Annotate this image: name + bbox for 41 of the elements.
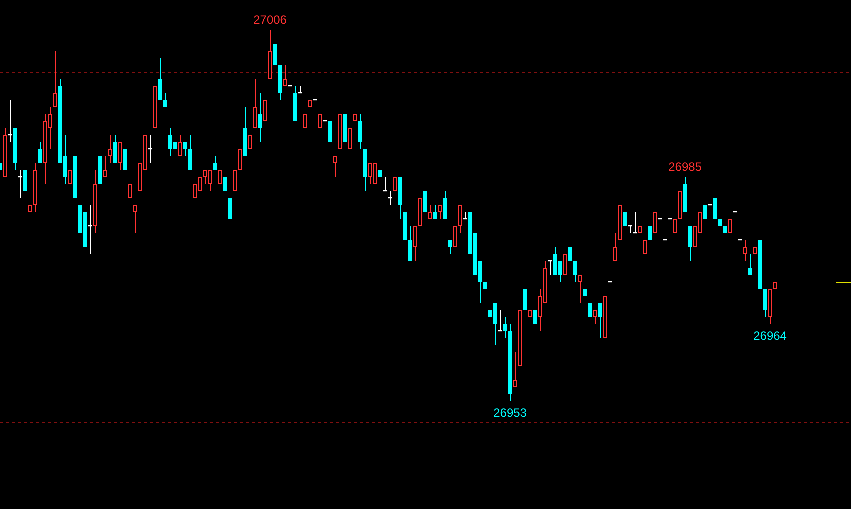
annotation: 26985 <box>668 160 702 174</box>
candlestick <box>184 142 188 156</box>
candlestick <box>598 302 602 338</box>
candlestick <box>134 204 138 234</box>
candlestick <box>458 204 462 234</box>
candlestick <box>438 204 442 220</box>
candlestick <box>104 156 108 178</box>
candlestick <box>114 134 118 164</box>
candlestick <box>428 204 432 220</box>
candlestick <box>178 134 182 156</box>
candlestick <box>408 226 412 262</box>
candlestick <box>448 240 452 254</box>
annotation: 26964 <box>754 329 788 343</box>
candlestick <box>214 156 218 170</box>
candlestick <box>258 92 262 142</box>
candlestick <box>158 58 162 100</box>
candlestick <box>164 92 168 108</box>
candlestick <box>254 78 258 128</box>
candlestick <box>578 274 582 304</box>
candlestick <box>284 64 288 86</box>
candlestick <box>334 156 338 178</box>
annotation: 27006 <box>254 13 288 27</box>
candlestick <box>38 142 42 164</box>
candlestick <box>574 260 578 282</box>
candlestick <box>594 310 598 324</box>
candlestick <box>688 226 692 262</box>
candlestick <box>54 50 58 108</box>
candlestick <box>614 232 618 262</box>
candlestick <box>108 134 112 164</box>
candlestick <box>514 352 518 388</box>
candlestick <box>414 226 418 262</box>
candlestick <box>764 288 768 318</box>
annotation: 26953 <box>494 406 528 420</box>
candlestick <box>444 190 448 220</box>
candlestick <box>748 254 752 276</box>
candlestick <box>434 204 438 220</box>
candlestick <box>358 114 362 150</box>
candlestick <box>744 240 748 262</box>
candlestick <box>188 134 192 170</box>
candlestick <box>504 316 508 338</box>
candlestick <box>118 142 122 170</box>
